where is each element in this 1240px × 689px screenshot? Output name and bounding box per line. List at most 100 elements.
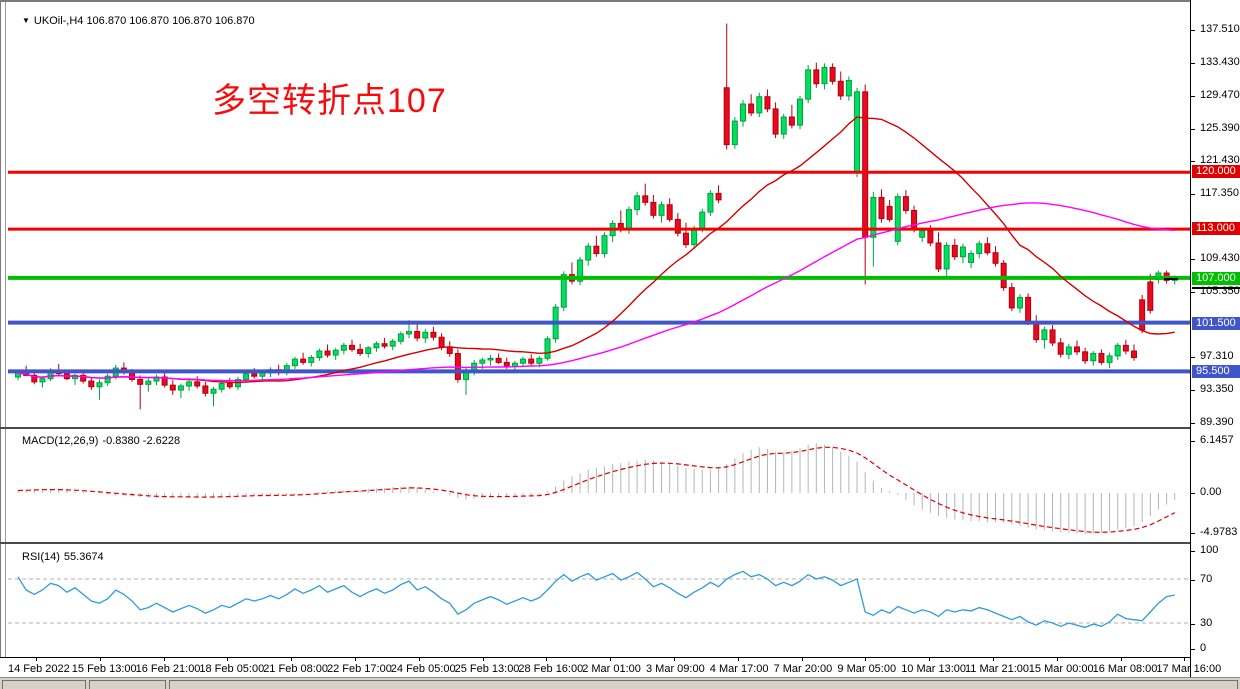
axis-tick [1191,551,1195,552]
time-label: 22 Feb 17:00 [327,663,392,675]
price-level-badge: 107.000 [1192,272,1240,285]
time-label: 24 Feb 05:00 [390,663,456,675]
axis-label: 109.430 [1200,252,1240,264]
time-label: 2 Mar 01:00 [582,663,641,675]
time-tick [546,658,548,661]
axis-tick [1191,390,1195,391]
axis-label: 121.430 [1200,154,1240,166]
axis-label: 89.390 [1200,416,1234,428]
symbol-dropdown-icon[interactable]: ▼ [22,16,30,25]
time-tick [1120,658,1122,661]
chart-tab-1[interactable] [2,680,86,689]
time-tick [355,658,356,661]
axis-label: 133.430 [1200,56,1240,68]
window-border-top [0,0,1240,2]
time-tick [99,658,101,661]
time-tick [674,658,675,661]
price-axis[interactable]: 137.510 133.430 129.470 125.390 121.430 117.3… [1190,0,1240,677]
time-tick [929,658,931,661]
time-label: 15 Feb 13:00 [71,663,137,675]
time-label: 4 Mar 17:00 [709,663,769,675]
axis-label: 129.470 [1200,89,1240,101]
time-tick [993,658,994,661]
panel-divider-1[interactable] [0,427,1190,429]
axis-label: 93.350 [1200,383,1234,395]
time-label: 11 Mar 21:00 [965,663,1030,675]
main-chart-panel[interactable]: ▼ UKOil-,H4 106.870 106.870 106.870 106.87… [8,3,1190,427]
time-label: 28 Feb 16:00 [518,663,584,675]
time-label: 16 Mar 08:00 [1092,663,1158,675]
axis-tick [1191,129,1195,130]
rsi-value: 55.3674 [63,551,104,563]
macd-values: -0.8380 -2.6228 [102,435,181,447]
chart-tab-2[interactable] [89,680,166,689]
macd-panel[interactable]: MACD(12,26,9) -0.8380 -2.6228 [8,430,1190,542]
price-chart-canvas[interactable] [8,3,1190,427]
time-label: 9 Mar 05:00 [837,663,897,675]
axis-tick [1191,533,1195,534]
axis-tick [1191,63,1195,64]
axis-tick [1191,441,1195,442]
rsi-label: RSI(14) 55.3674 [22,551,108,563]
window-border-left-inner [5,2,6,677]
macd-label: MACD(12,26,9) -0.8380 -2.6228 [22,435,184,447]
time-tick [1056,658,1058,661]
rsi-canvas[interactable] [8,546,1190,657]
time-tick [482,658,484,661]
price-level-badge: 113.000 [1192,222,1240,235]
time-tick [737,658,739,661]
time-label: 25 Feb 13:00 [454,663,520,675]
axis-tick [1191,292,1195,293]
macd-name: MACD(12,26,9) [22,435,99,447]
axis-label: 30 [1200,617,1213,629]
axis-tick [1191,624,1195,625]
time-label: 18 Feb 05:00 [199,663,265,675]
time-tick [801,658,803,661]
symbol-title: ▼ UKOil-,H4 106.870 106.870 106.870 106.87… [22,15,258,27]
time-tick [418,658,420,661]
axis-tick [1191,30,1195,31]
time-label: 17 Mar 16:00 [1156,663,1222,675]
time-tick [291,658,293,661]
window-border-left [0,0,1,677]
time-tick [865,658,867,661]
price-level-badge: 95.500 [1192,365,1240,378]
rsi-name: RSI(14) [22,551,60,563]
axis-label: 6.1457 [1200,434,1234,446]
axis-tick [1191,96,1195,97]
time-label: 7 Mar 20:00 [773,663,833,675]
axis-label: 105.350 [1200,285,1240,297]
quote-values: 106.870 106.870 106.870 106.870 [86,15,255,27]
axis-label: 125.390 [1200,122,1240,134]
axis-tick [1191,493,1195,494]
time-tick [227,658,229,661]
axis-tick [1191,580,1195,581]
axis-label: 0 [1200,642,1207,654]
time-label: 15 Mar 00:00 [1028,663,1094,675]
axis-tick [1191,161,1195,162]
axis-label: 70 [1200,573,1213,585]
time-label: 10 Mar 13:00 [901,663,967,675]
time-label: 21 Feb 08:00 [263,663,329,675]
time-tick [163,658,165,661]
panel-divider-2[interactable] [0,542,1190,544]
time-axis[interactable]: 14 Feb 2022 15 Feb 13:00 16 Feb 21:00 18 Fe… [0,657,1221,678]
axis-label: 100 [1200,544,1219,556]
rsi-panel[interactable]: RSI(14) 55.3674 [8,546,1190,657]
axis-label: 97.310 [1200,350,1234,362]
axis-label: 0.00 [1200,486,1222,498]
axis-tick [1191,649,1195,650]
axis-label: 137.510 [1200,23,1240,35]
axis-label: -4.9783 [1200,526,1238,538]
macd-canvas[interactable] [8,430,1190,542]
chart-tab-3[interactable] [169,680,1238,689]
axis-tick [1191,423,1195,424]
time-tick [610,658,612,661]
bottom-tab-bar [0,677,1240,689]
axis-tick [1191,357,1195,358]
axis-tick [1191,259,1195,260]
time-tick [1184,658,1186,661]
symbol-name: UKOil-,H4 [33,15,84,27]
time-tick [36,658,37,661]
